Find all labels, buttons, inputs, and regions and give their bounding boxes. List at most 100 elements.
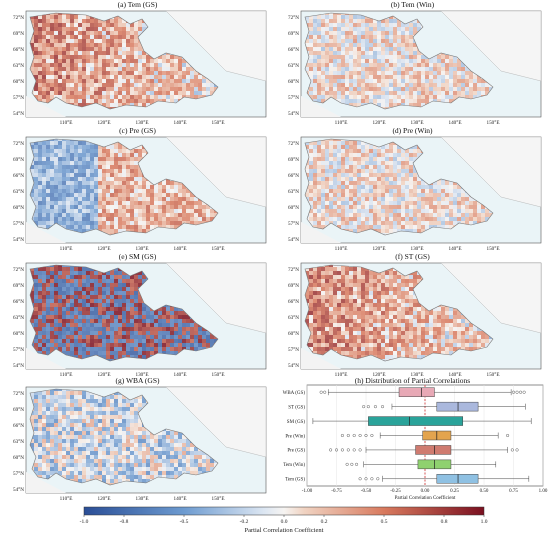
colorbar-tick-label: 0.0 [281,519,288,525]
iqr-box [415,445,452,455]
lon-tick-label: 130°E [410,371,423,378]
colorbar-tick-label: 0.5 [381,519,388,525]
lat-tick-label: 60°N [13,330,24,337]
panel-title: (d) Pre (Win) [392,126,433,135]
colorbar-tick-label: 0.2 [321,519,328,525]
lat-tick-label: 69°N [288,30,299,37]
outlier-point [340,434,344,438]
lat-tick-label: 69°N [288,282,299,289]
lat-tick-label: 63°N [13,314,24,321]
outlier-point [370,477,374,481]
lon-tick-label: 130°E [135,495,148,502]
outlier-point [366,405,370,409]
lat-tick-label: 66°N [288,46,299,53]
lat-tick-label: 54°N [13,110,24,117]
outlier-point [511,390,515,394]
region-outline [29,138,219,236]
lon-tick-label: 150°E [486,245,499,252]
lon-tick-label: 140°E [173,495,186,502]
colorbar-tick-label: -0.8 [120,519,129,525]
lon-tick-label: 140°E [448,245,461,252]
lat-tick-label: 54°N [288,362,299,369]
lon-tick-label: 110°E [335,119,348,126]
lat-tick-label: 69°N [13,282,24,289]
map-panel-d: (d) Pre (Win) 72°N 69°N 66°N 63°N 60°N 57°N 54… [275,126,550,252]
boxplot-title: (h) Distribution of Partial Correlations [354,376,471,385]
colorbar-gradient [83,506,485,516]
lat-tick-label: 57°N [288,94,299,101]
map-g: 72°N 69°N 66°N 63°N 60°N 57°N 54°N 110°E 120°E 13… [13,386,267,502]
lon-tick-label: 120°E [372,371,385,378]
map-d: 72°N 69°N 66°N 63°N 60°N 57°N 54°N 110°E 120°E 13… [288,136,542,252]
lat-tick-label: 63°N [288,188,299,195]
region-outline [29,12,219,110]
map-e: 72°N 69°N 66°N 63°N 60°N 57°N 54°N 110°E 120°E 13… [13,262,267,378]
lat-tick-label: 60°N [13,204,24,211]
lat-tick-label: 72°N [13,266,24,273]
category-label: WBA (GS) [283,391,306,396]
lat-tick-label: 60°N [288,204,299,211]
lon-tick-label: 130°E [135,119,148,126]
lon-tick-label: 120°E [97,371,110,378]
x-tick-label: -0.75 [331,489,342,494]
outlier-point [515,390,519,394]
lat-tick-label: 54°N [288,236,299,243]
outlier-point [510,448,514,452]
x-tick-label: 0.50 [480,489,489,494]
outlier-point [370,434,374,438]
colorbar-tick-label: 0.8 [441,519,448,525]
colorbar: -1.0 -0.8 -0.5 -0.2 0.0 0.2 0.5 0.8 1.0 Partial … [80,506,488,534]
lat-tick-label: 57°N [13,470,24,477]
lat-tick-label: 57°N [13,346,24,353]
lat-tick-label: 60°N [288,330,299,337]
iqr-box [368,416,464,426]
region-outline [304,12,494,110]
panel-title: (f) ST (GS) [395,252,430,261]
lon-tick-label: 150°E [486,371,499,378]
lon-tick-label: 140°E [173,245,186,252]
panel-title: (b) Tem (Win) [390,0,435,9]
x-axis-label: Partial Correlation Coefficient [395,496,456,501]
region-outline [29,388,219,486]
lon-tick-label: 110°E [60,495,73,502]
outlier-point [355,462,359,466]
map-panel-c: (c) Pre (GS) 72°N 69°N 66°N 63°N 60°N 57°N 54°… [0,126,275,252]
lon-tick-label: 110°E [60,119,73,126]
lat-tick-label: 54°N [13,362,24,369]
lon-tick-label: 110°E [60,245,73,252]
panel-title: (g) WBA (GS) [115,376,160,385]
colorbar-label: Partial Correlation Coefficient [245,527,324,534]
region-outline [29,264,219,362]
lat-tick-label: 66°N [13,46,24,53]
outlier-point [506,434,510,438]
lon-tick-label: 130°E [410,245,423,252]
lon-tick-label: 150°E [486,119,499,126]
lon-tick-label: 140°E [448,371,461,378]
panel-title: (c) Pre (GS) [119,126,156,135]
lon-tick-label: 120°E [372,245,385,252]
outlier-point [340,448,344,452]
outlier-point [515,448,519,452]
region-outline [304,138,494,236]
colorbar-tick-label: -0.2 [240,519,249,525]
lat-tick-label: 66°N [13,298,24,305]
lon-tick-label: 110°E [60,371,73,378]
lat-tick-label: 60°N [13,78,24,85]
outlier-point [346,434,350,438]
outlier-point [323,390,327,394]
lat-tick-label: 72°N [288,140,299,147]
outlier-point [329,448,333,452]
map-c: 72°N 69°N 66°N 63°N 60°N 57°N 54°N 110°E 120°E 13… [13,136,267,252]
iqr-box [398,387,435,397]
x-tick-label: 0.00 [421,489,430,494]
outlier-point [522,390,526,394]
lon-tick-label: 110°E [335,245,348,252]
map-panel-g: (g) WBA (GS) 72°N 69°N 66°N 63°N 60°N 57°N 54°… [0,376,275,502]
lon-tick-label: 150°E [211,245,224,252]
lat-tick-label: 66°N [13,172,24,179]
outlier-point [358,448,362,452]
lon-tick-label: 120°E [372,119,385,126]
category-label: SM (GS) [287,420,306,425]
lat-tick-label: 57°N [13,94,24,101]
lat-tick-label: 63°N [288,314,299,321]
